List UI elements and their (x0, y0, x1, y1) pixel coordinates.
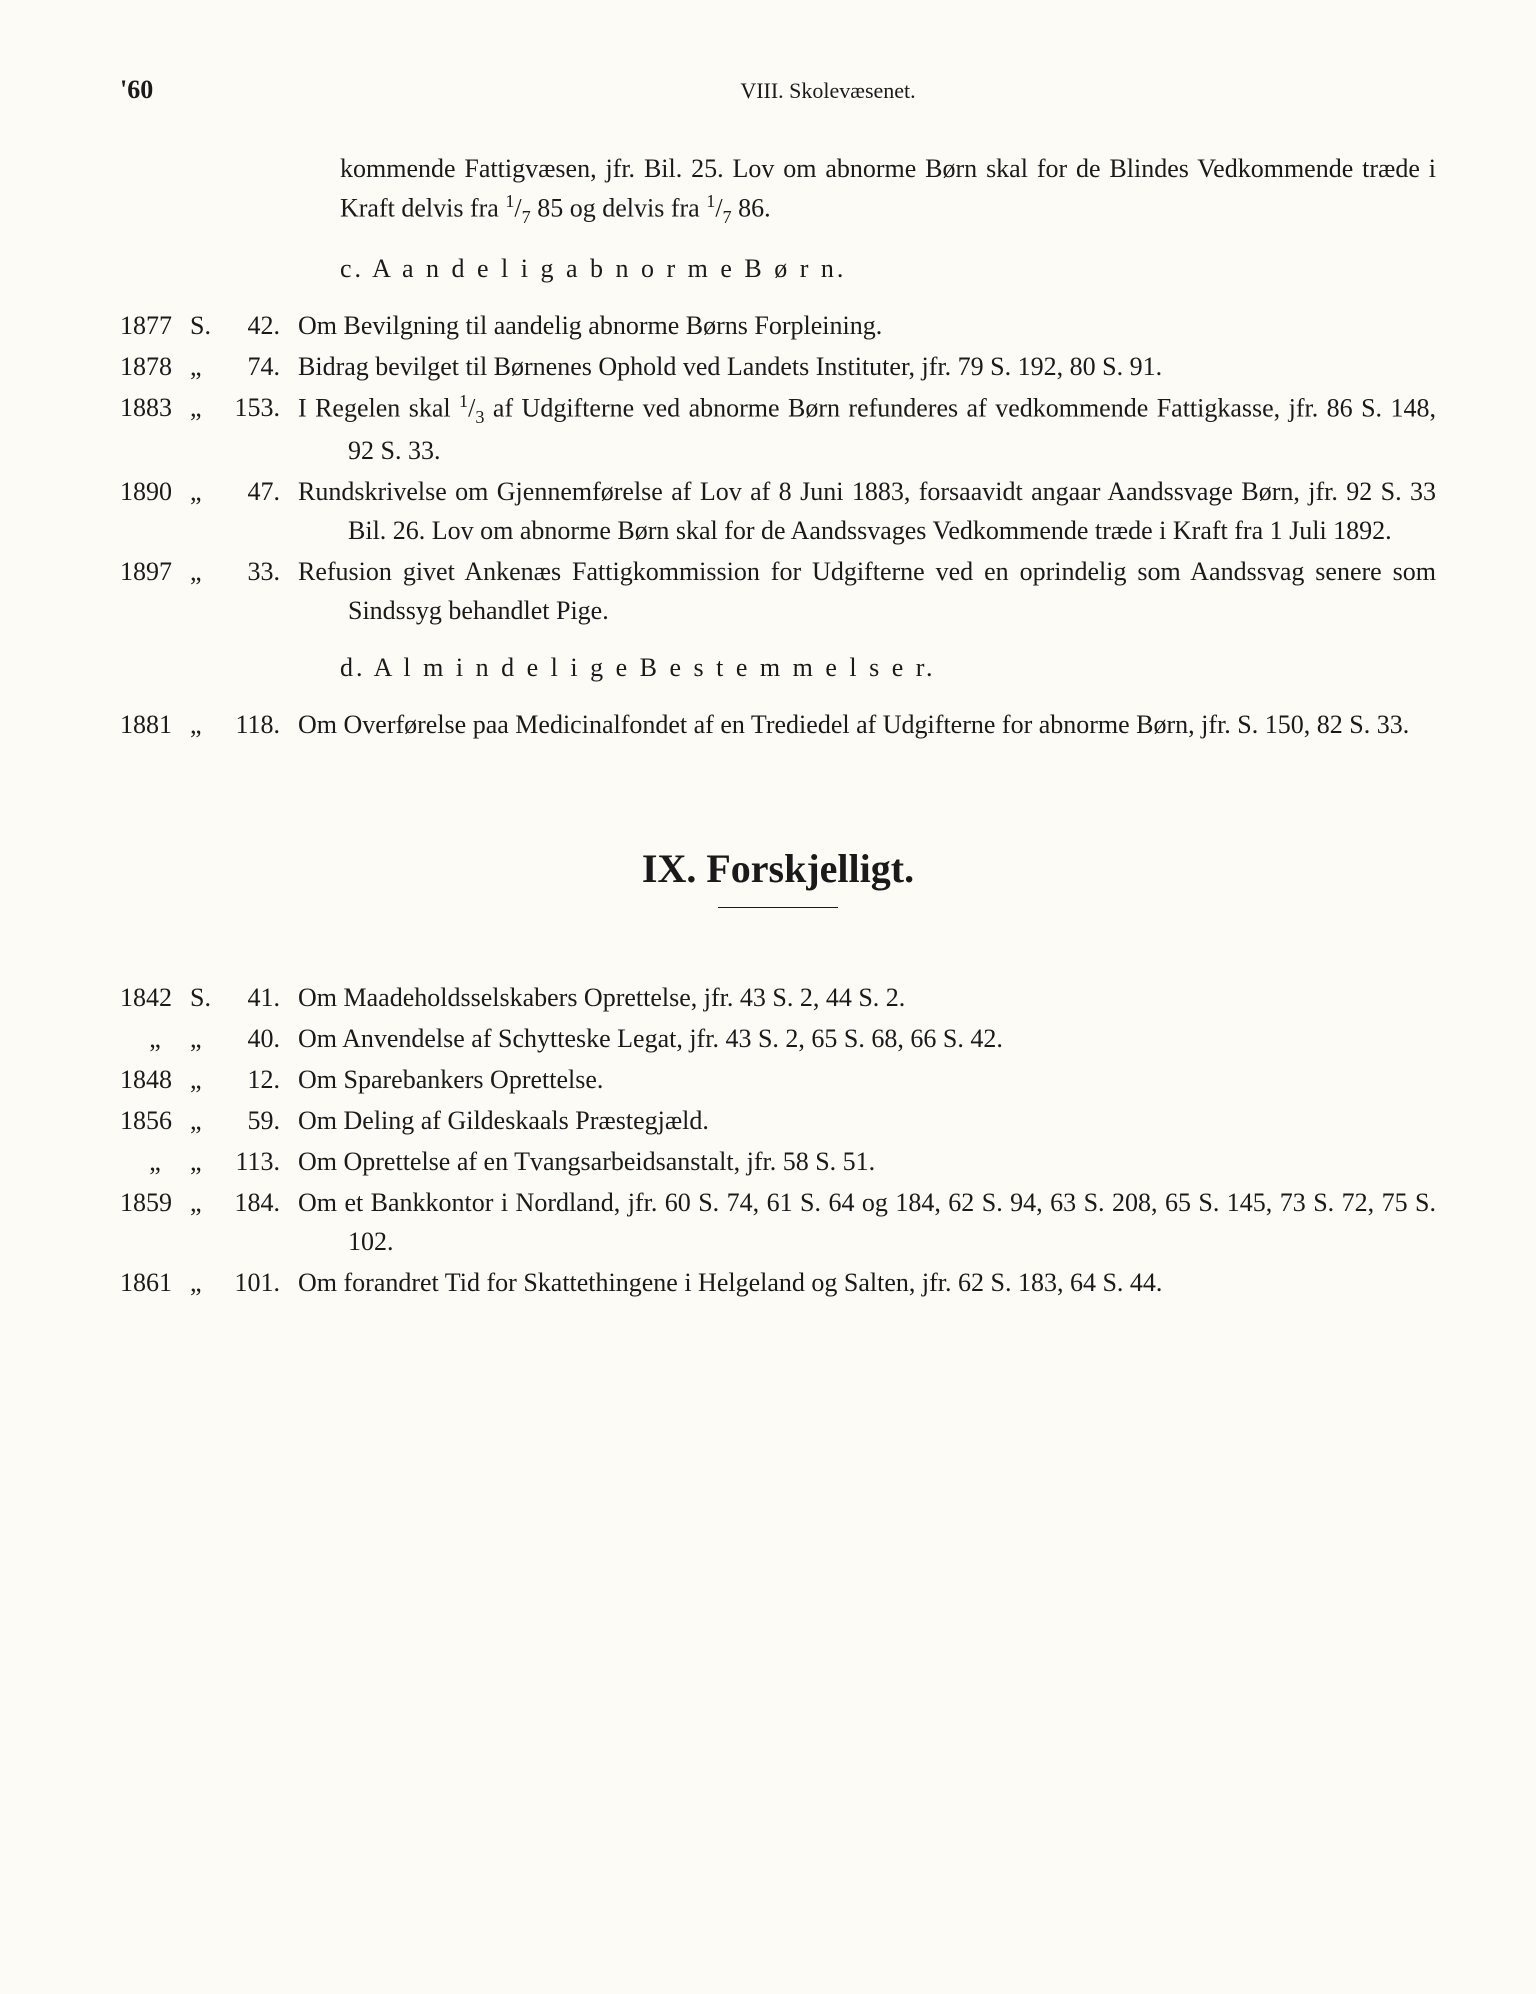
year: 1890 (120, 472, 190, 511)
num: 118. (228, 705, 298, 744)
frac-num: 1 (706, 191, 715, 211)
divider-rule (718, 907, 838, 908)
year: 1881 (120, 705, 190, 744)
entry-row: 1848 „ 12. Om Sparebankers Oprettelse. (120, 1060, 1436, 1099)
subheading-c: c. A a n d e l i g a b n o r m e B ø r n… (340, 249, 1436, 288)
entry-row: 1897 „ 33. Refusion givet Ankenæs Fattig… (120, 552, 1436, 630)
entry-row: „ „ 40. Om Anvendelse af Schytteske Lega… (120, 1019, 1436, 1058)
frac-den: 7 (723, 207, 732, 227)
mark: „ (190, 388, 228, 427)
entry-text: Om Sparebankers Oprettelse. (298, 1060, 1436, 1099)
mark: „ (190, 705, 228, 744)
num: 153. (228, 388, 298, 427)
entry-row: 1890 „ 47. Rundskrivelse om Gjennemførel… (120, 472, 1436, 550)
mark: „ (190, 1263, 228, 1302)
entry-text: Om Anvendelse af Schytteske Legat, jfr. … (298, 1019, 1436, 1058)
year: 1883 (120, 388, 190, 427)
entry-text: Om Oprettelse af en Tvangsarbeidsanstalt… (298, 1142, 1436, 1181)
mark: „ (190, 1183, 228, 1222)
frac-num: 1 (505, 191, 514, 211)
page-header: '60 VIII. Skolevæsenet. (120, 70, 1436, 109)
entry-text: Om Bevilgning til aandelig abnorme Børns… (298, 306, 1436, 345)
chapter-title: IX. Forskjelligt. (120, 839, 1436, 899)
year: 1878 (120, 347, 190, 386)
mark: „ (190, 552, 228, 591)
mark: S. (190, 306, 228, 345)
num: 184. (228, 1183, 298, 1222)
num: 42. (228, 306, 298, 345)
entry-text: Bidrag bevilget til Børnenes Ophold ved … (298, 347, 1436, 386)
entry-row: 1878 „ 74. Bidrag bevilget til Børnenes … (120, 347, 1436, 386)
year: 1861 (120, 1263, 190, 1302)
text: 86. (732, 194, 771, 223)
year: 1897 (120, 552, 190, 591)
year: „ (120, 1142, 190, 1181)
subheading-d: d. A l m i n d e l i g e B e s t e m m e… (340, 648, 1436, 687)
num: 47. (228, 472, 298, 511)
entry-row: 1877 S. 42. Om Bevilgning til aandelig a… (120, 306, 1436, 345)
entry-row: 1881 „ 118. Om Overførelse paa Medicinal… (120, 705, 1436, 744)
entry-row: 1856 „ 59. Om Deling af Gildeskaals Præs… (120, 1101, 1436, 1140)
year: 1856 (120, 1101, 190, 1140)
mark: „ (190, 1142, 228, 1181)
entry-text: Om forandret Tid for Skattethingene i He… (298, 1263, 1436, 1302)
entry-text: I Regelen skal 1/3 af Udgifterne ved abn… (298, 388, 1436, 470)
num: 59. (228, 1101, 298, 1140)
mark: „ (190, 1019, 228, 1058)
frac-num: 1 (459, 391, 468, 411)
entry-text: Om Overførelse paa Medicinalfondet af en… (298, 705, 1436, 744)
mark: „ (190, 472, 228, 511)
entry-text: Om et Bankkontor i Nordland, jfr. 60 S. … (298, 1183, 1436, 1261)
num: 12. (228, 1060, 298, 1099)
mark: „ (190, 1101, 228, 1140)
year: 1877 (120, 306, 190, 345)
mark: „ (190, 347, 228, 386)
text: 85 og delvis fra (531, 194, 706, 223)
year: 1859 (120, 1183, 190, 1222)
chapter-header: VIII. Skolevæsenet. (220, 74, 1436, 107)
entry-text: Rundskrivelse om Gjennemførelse af Lov a… (298, 472, 1436, 550)
num: 33. (228, 552, 298, 591)
entry-row: 1859 „ 184. Om et Bankkontor i Nordland,… (120, 1183, 1436, 1261)
text: af Udgifterne ved abnorme Børn refundere… (348, 394, 1436, 465)
entry-row: 1861 „ 101. Om forandret Tid for Skattet… (120, 1263, 1436, 1302)
frac-den: 7 (522, 207, 531, 227)
year: 1848 (120, 1060, 190, 1099)
text: kommende Fattigvæsen, jfr. Bil. 25. Lov … (340, 154, 1436, 223)
num: 74. (228, 347, 298, 386)
num: 41. (228, 978, 298, 1017)
entry-text: Om Deling af Gildeskaals Præstegjæld. (298, 1101, 1436, 1140)
mark: „ (190, 1060, 228, 1099)
num: 40. (228, 1019, 298, 1058)
mark: S. (190, 978, 228, 1017)
entry-text: Om Maadeholdsselskabers Oprettelse, jfr.… (298, 978, 1436, 1017)
intro-paragraph: kommende Fattigvæsen, jfr. Bil. 25. Lov … (340, 149, 1436, 231)
entry-text: Refusion givet Ankenæs Fattigkommission … (298, 552, 1436, 630)
year: „ (120, 1019, 190, 1058)
text: I Regelen skal (298, 394, 459, 423)
entry-row: 1883 „ 153. I Regelen skal 1/3 af Udgift… (120, 388, 1436, 470)
num: 113. (228, 1142, 298, 1181)
entry-row: „ „ 113. Om Oprettelse af en Tvangsarbei… (120, 1142, 1436, 1181)
year: 1842 (120, 978, 190, 1017)
entry-row: 1842 S. 41. Om Maadeholdsselskabers Opre… (120, 978, 1436, 1017)
num: 101. (228, 1263, 298, 1302)
